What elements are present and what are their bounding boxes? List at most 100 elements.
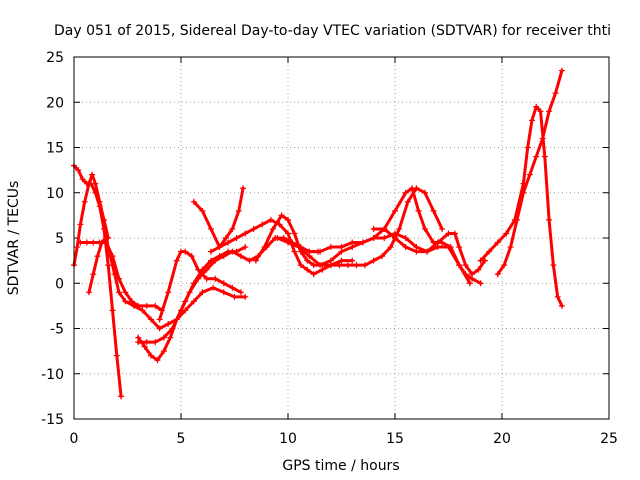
data-point <box>486 248 493 255</box>
data-point <box>409 185 416 192</box>
data-point <box>338 257 345 264</box>
data-point <box>424 248 431 255</box>
data-point <box>220 280 227 287</box>
data-point <box>143 339 150 346</box>
data-point <box>186 289 193 296</box>
data-point <box>178 307 184 314</box>
data-point <box>207 225 214 232</box>
data-point <box>139 307 146 314</box>
data-point <box>81 198 88 205</box>
chart-title: Day 051 of 2015, Sidereal Day-to-day VTE… <box>54 23 611 39</box>
data-point <box>79 176 86 183</box>
data-point <box>190 298 197 305</box>
series-3 <box>85 235 249 332</box>
data-point <box>430 207 437 214</box>
data-point <box>554 293 561 300</box>
data-point <box>85 180 92 187</box>
data-point <box>109 307 116 314</box>
plot-frame <box>73 56 610 420</box>
series-6 <box>156 248 244 323</box>
data-point <box>447 244 454 251</box>
data-point <box>475 266 482 273</box>
data-point <box>537 108 544 115</box>
data-point <box>494 239 501 246</box>
data-point <box>216 244 223 251</box>
data-point <box>77 239 84 246</box>
data-point <box>261 244 268 251</box>
y-tick-label: 0 <box>55 276 64 292</box>
x-tick-label: 5 <box>177 431 186 447</box>
data-point <box>90 239 97 246</box>
data-point <box>270 225 277 232</box>
data-point <box>220 253 227 260</box>
data-point <box>295 244 302 251</box>
data-point <box>143 302 150 309</box>
data-point <box>160 348 167 355</box>
data-point <box>539 135 546 142</box>
data-point <box>242 230 249 237</box>
data-point <box>304 266 311 273</box>
data-point <box>195 275 202 282</box>
y-tick-label: -5 <box>50 322 64 338</box>
data-point <box>310 271 317 278</box>
data-point <box>103 239 110 246</box>
data-point <box>75 167 82 174</box>
data-point <box>203 266 210 273</box>
data-point <box>558 302 565 309</box>
data-point <box>229 248 236 255</box>
data-point <box>404 198 411 205</box>
data-point <box>546 216 553 223</box>
data-point <box>237 253 244 260</box>
data-point <box>89 171 96 178</box>
data-point <box>242 293 249 300</box>
data-point <box>349 239 356 246</box>
data-point <box>285 239 291 246</box>
data-point <box>317 262 324 269</box>
data-point <box>156 316 163 323</box>
data-point <box>274 235 281 241</box>
grid-lines <box>74 57 609 419</box>
data-point <box>259 221 266 228</box>
data-point <box>550 262 557 269</box>
data-point <box>524 144 531 151</box>
data-point <box>445 230 452 237</box>
data-point <box>513 216 520 223</box>
data-point <box>546 108 553 115</box>
data-point <box>246 257 253 264</box>
data-point <box>353 262 360 269</box>
x-tick-label: 0 <box>70 431 79 447</box>
data-point <box>528 117 535 124</box>
data-point <box>113 352 120 359</box>
y-tick-label: 25 <box>46 50 64 66</box>
data-point <box>165 320 172 327</box>
y-tick-label: 10 <box>46 186 64 202</box>
data-point <box>285 230 291 237</box>
data-point <box>413 248 420 255</box>
data-point <box>526 171 533 178</box>
data-point <box>229 284 236 291</box>
data-point <box>188 253 195 260</box>
data-point <box>94 253 101 260</box>
data-point <box>456 244 463 251</box>
series-8 <box>190 185 247 251</box>
series-trace <box>254 186 444 267</box>
x-tick-label: 25 <box>600 431 618 447</box>
data-point <box>74 244 81 251</box>
data-point <box>494 271 501 278</box>
data-point <box>135 302 142 309</box>
data-point <box>541 153 548 160</box>
data-point <box>381 225 388 232</box>
data-point <box>148 352 155 359</box>
data-point <box>212 275 219 282</box>
y-tick-labels: -15 -10 -5 0 5 10 15 20 25 <box>41 50 64 428</box>
data-point <box>203 275 210 282</box>
series-trace <box>192 186 245 249</box>
data-point <box>462 262 469 269</box>
data-point <box>96 198 103 205</box>
data-point <box>231 293 238 300</box>
series-trace <box>307 186 483 285</box>
data-point <box>122 298 129 305</box>
y-tick-label: 20 <box>46 95 64 111</box>
data-point <box>503 230 510 237</box>
